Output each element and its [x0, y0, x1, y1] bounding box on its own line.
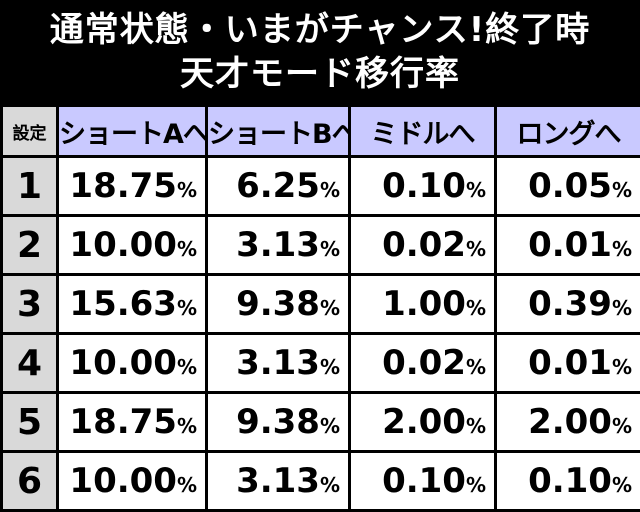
percent-sign: %	[177, 414, 197, 438]
setting-cell: 3	[2, 275, 58, 334]
setting-cell: 1	[2, 157, 58, 216]
value-number: 9.38	[236, 402, 320, 442]
percent-sign: %	[466, 473, 486, 497]
percent-sign: %	[320, 237, 340, 261]
table-header-row: 設定 ショートAへ ショートBへ ミドルへ ロングへ	[2, 106, 640, 157]
value-number: 0.10	[382, 166, 466, 206]
value-number: 15.63	[69, 284, 177, 324]
value-cell: 3.13%	[207, 216, 350, 275]
percent-sign: %	[320, 296, 340, 320]
header-short-a: ショートAへ	[58, 106, 207, 157]
value-cell: 0.02%	[350, 216, 496, 275]
value-cell: 15.63%	[58, 275, 207, 334]
title-line-1: 通常状態・いまがチャンス!終了時	[0, 0, 640, 52]
value-number: 2.00	[528, 402, 612, 442]
percent-sign: %	[177, 296, 197, 320]
value-number: 18.75	[69, 166, 177, 206]
percent-sign: %	[177, 237, 197, 261]
percent-sign: %	[177, 473, 197, 497]
percent-sign: %	[320, 178, 340, 202]
setting-cell: 5	[2, 393, 58, 452]
percent-sign: %	[466, 414, 486, 438]
value-cell: 3.13%	[207, 452, 350, 511]
setting-cell: 4	[2, 334, 58, 393]
value-cell: 0.01%	[496, 334, 640, 393]
value-number: 0.01	[528, 225, 612, 265]
percent-sign: %	[612, 355, 632, 379]
setting-cell: 2	[2, 216, 58, 275]
value-number: 0.10	[528, 461, 612, 501]
value-cell: 9.38%	[207, 393, 350, 452]
percent-sign: %	[177, 178, 197, 202]
table-row: 4 10.00% 3.13% 0.02% 0.01%	[2, 334, 640, 393]
value-cell: 0.01%	[496, 216, 640, 275]
value-cell: 2.00%	[350, 393, 496, 452]
setting-cell: 6	[2, 452, 58, 511]
percent-sign: %	[466, 178, 486, 202]
rate-table: 設定 ショートAへ ショートBへ ミドルへ ロングへ 1 18.75% 6.25…	[0, 104, 640, 512]
percent-sign: %	[466, 237, 486, 261]
header-long: ロングへ	[496, 106, 640, 157]
value-number: 3.13	[236, 461, 320, 501]
value-cell: 0.10%	[350, 452, 496, 511]
value-number: 3.13	[236, 225, 320, 265]
value-cell: 1.00%	[350, 275, 496, 334]
value-number: 0.39	[528, 284, 612, 324]
table-row: 3 15.63% 9.38% 1.00% 0.39%	[2, 275, 640, 334]
value-cell: 0.02%	[350, 334, 496, 393]
percent-sign: %	[320, 355, 340, 379]
table-row: 2 10.00% 3.13% 0.02% 0.01%	[2, 216, 640, 275]
value-number: 0.02	[382, 225, 466, 265]
value-cell: 9.38%	[207, 275, 350, 334]
value-cell: 2.00%	[496, 393, 640, 452]
percent-sign: %	[466, 296, 486, 320]
header-setting: 設定	[2, 106, 58, 157]
page-title: 通常状態・いまがチャンス!終了時 天才モード移行率	[0, 0, 640, 104]
value-number: 0.05	[528, 166, 612, 206]
value-cell: 0.10%	[496, 452, 640, 511]
value-number: 6.25	[236, 166, 320, 206]
value-number: 0.01	[528, 343, 612, 383]
value-number: 0.10	[382, 461, 466, 501]
table-row: 6 10.00% 3.13% 0.10% 0.10%	[2, 452, 640, 511]
value-number: 3.13	[236, 343, 320, 383]
value-number: 18.75	[69, 402, 177, 442]
percent-sign: %	[466, 355, 486, 379]
value-cell: 0.05%	[496, 157, 640, 216]
title-line-2: 天才モード移行率	[0, 52, 640, 96]
percent-sign: %	[320, 473, 340, 497]
value-cell: 0.39%	[496, 275, 640, 334]
table-row: 1 18.75% 6.25% 0.10% 0.05%	[2, 157, 640, 216]
value-cell: 0.10%	[350, 157, 496, 216]
value-cell: 10.00%	[58, 216, 207, 275]
value-number: 10.00	[69, 461, 177, 501]
value-number: 0.02	[382, 343, 466, 383]
table-row: 5 18.75% 9.38% 2.00% 2.00%	[2, 393, 640, 452]
percent-sign: %	[612, 414, 632, 438]
value-cell: 10.00%	[58, 452, 207, 511]
header-middle: ミドルへ	[350, 106, 496, 157]
value-cell: 6.25%	[207, 157, 350, 216]
value-number: 2.00	[382, 402, 466, 442]
value-cell: 10.00%	[58, 334, 207, 393]
value-number: 1.00	[382, 284, 466, 324]
value-cell: 18.75%	[58, 393, 207, 452]
percent-sign: %	[612, 296, 632, 320]
header-short-b: ショートBへ	[207, 106, 350, 157]
value-number: 9.38	[236, 284, 320, 324]
percent-sign: %	[320, 414, 340, 438]
value-number: 10.00	[69, 225, 177, 265]
percent-sign: %	[177, 355, 197, 379]
percent-sign: %	[612, 473, 632, 497]
value-cell: 3.13%	[207, 334, 350, 393]
percent-sign: %	[612, 178, 632, 202]
value-cell: 18.75%	[58, 157, 207, 216]
percent-sign: %	[612, 237, 632, 261]
value-number: 10.00	[69, 343, 177, 383]
